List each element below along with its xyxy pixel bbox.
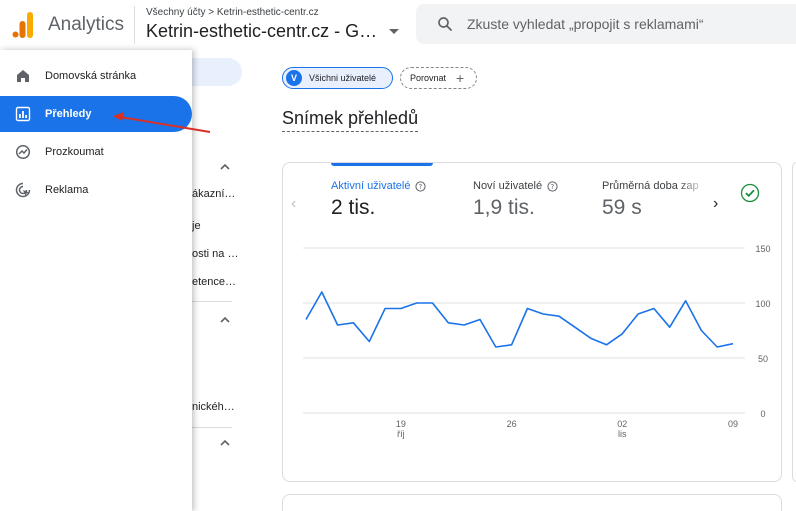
page-title: Snímek přehledů	[282, 108, 419, 132]
annotation-arrow-icon	[113, 112, 211, 133]
metric-label: Průměrná doba zap	[602, 180, 699, 192]
underlay-item[interactable]: etence…	[192, 276, 237, 288]
metric-value: 2 tis.	[331, 196, 376, 219]
home-icon	[17, 70, 29, 82]
analytics-logo[interactable]	[12, 12, 34, 38]
chevron-up-icon[interactable]	[220, 315, 230, 325]
x-tick-sublabel: lis	[618, 429, 627, 439]
account-breadcrumb[interactable]: Všechny účty > Ketrin-esthetic-centr.cz	[146, 7, 319, 18]
chevron-up-icon[interactable]	[220, 162, 230, 172]
x-tick-label: 02	[617, 419, 627, 429]
nav-item-label: Prozkoumat	[45, 146, 104, 158]
next-card-edge	[792, 162, 796, 482]
nav-item-reports[interactable]: Přehledy	[0, 96, 192, 132]
caret-down-icon[interactable]	[389, 29, 399, 34]
account-selector[interactable]: Ketrin-esthetic-centr.cz - G…	[146, 21, 378, 41]
chevron-left-icon[interactable]: ‹	[291, 195, 297, 212]
reports-icon	[15, 106, 31, 122]
metric-avg-engagement[interactable]: Průměrná doba zap 59 s	[602, 180, 699, 220]
check-circle-icon[interactable]	[740, 183, 760, 203]
label-fade	[678, 177, 708, 217]
metric-new-users[interactable]: Noví uživatelé ? 1,9 tis.	[473, 180, 558, 220]
underlay-item[interactable]: je	[192, 220, 201, 232]
all-users-label: Všichni uživatelé	[309, 73, 377, 83]
search-bar[interactable]: Zkuste vyhledat „propojit s reklamami“	[416, 4, 796, 44]
y-tick-label: 0	[760, 409, 765, 419]
segment-badge: V	[286, 70, 302, 86]
all-users-chip[interactable]: V Všichni uživatelé	[282, 67, 393, 89]
metric-value: 59 s	[602, 196, 642, 219]
x-tick-label: 09	[728, 419, 738, 429]
help-icon[interactable]: ?	[415, 180, 427, 192]
active-tab-indicator	[331, 163, 433, 166]
y-tick-label: 150	[755, 244, 770, 254]
chevron-up-icon[interactable]	[220, 438, 230, 448]
underlay-item[interactable]: nickéh…	[192, 401, 235, 413]
metric-label: Aktivní uživatelé	[331, 180, 411, 192]
search-icon	[438, 17, 452, 31]
top-header: Analytics Všechny účty > Ketrin-esthetic…	[0, 0, 796, 50]
secondary-card	[282, 494, 782, 511]
chevron-right-icon[interactable]: ›	[713, 195, 719, 212]
nav-item-label: Přehledy	[45, 108, 92, 120]
navigation-flyout: Domovská stránka Přehledy Prozkoumat Rek…	[0, 50, 192, 511]
svg-text:?: ?	[551, 182, 555, 190]
help-icon[interactable]: ?	[547, 180, 558, 192]
x-tick-label: 26	[507, 419, 517, 429]
nav-item-explore[interactable]: Prozkoumat	[0, 134, 192, 170]
compare-label: Porovnat	[410, 73, 447, 83]
svg-text:?: ?	[419, 182, 423, 190]
app-title: Analytics	[48, 14, 125, 35]
nav-item-label: Reklama	[45, 184, 89, 196]
x-tick-sublabel: říj	[397, 429, 405, 439]
underlay-item[interactable]: ákazní…	[192, 188, 236, 200]
overview-card: ‹ Aktivní uživatelé ? 2 tis. Noví uživat…	[282, 162, 782, 482]
header-divider	[134, 6, 135, 44]
metric-active-users[interactable]: Aktivní uživatelé ? 2 tis.	[331, 180, 427, 220]
metric-value: 1,9 tis.	[473, 196, 535, 219]
y-tick-label: 50	[758, 354, 768, 364]
metric-label: Noví uživatelé	[473, 180, 543, 192]
underlay-divider	[192, 301, 232, 302]
nav-item-advertising[interactable]: Reklama	[0, 172, 192, 208]
explore-icon	[15, 144, 31, 160]
nav-item-home[interactable]: Domovská stránka	[0, 58, 192, 94]
compare-button[interactable]: Porovnat +	[400, 67, 477, 89]
plus-icon: +	[456, 70, 465, 86]
y-tick-label: 100	[755, 299, 770, 309]
series-line	[305, 291, 734, 348]
search-input[interactable]: Zkuste vyhledat „propojit s reklamami“	[467, 16, 704, 32]
x-tick-label: 19	[396, 419, 406, 429]
nav-item-label: Domovská stránka	[45, 70, 137, 82]
underlay-item[interactable]: osti na …	[192, 248, 239, 260]
advertising-icon	[15, 182, 31, 198]
underlay-divider	[192, 427, 232, 428]
